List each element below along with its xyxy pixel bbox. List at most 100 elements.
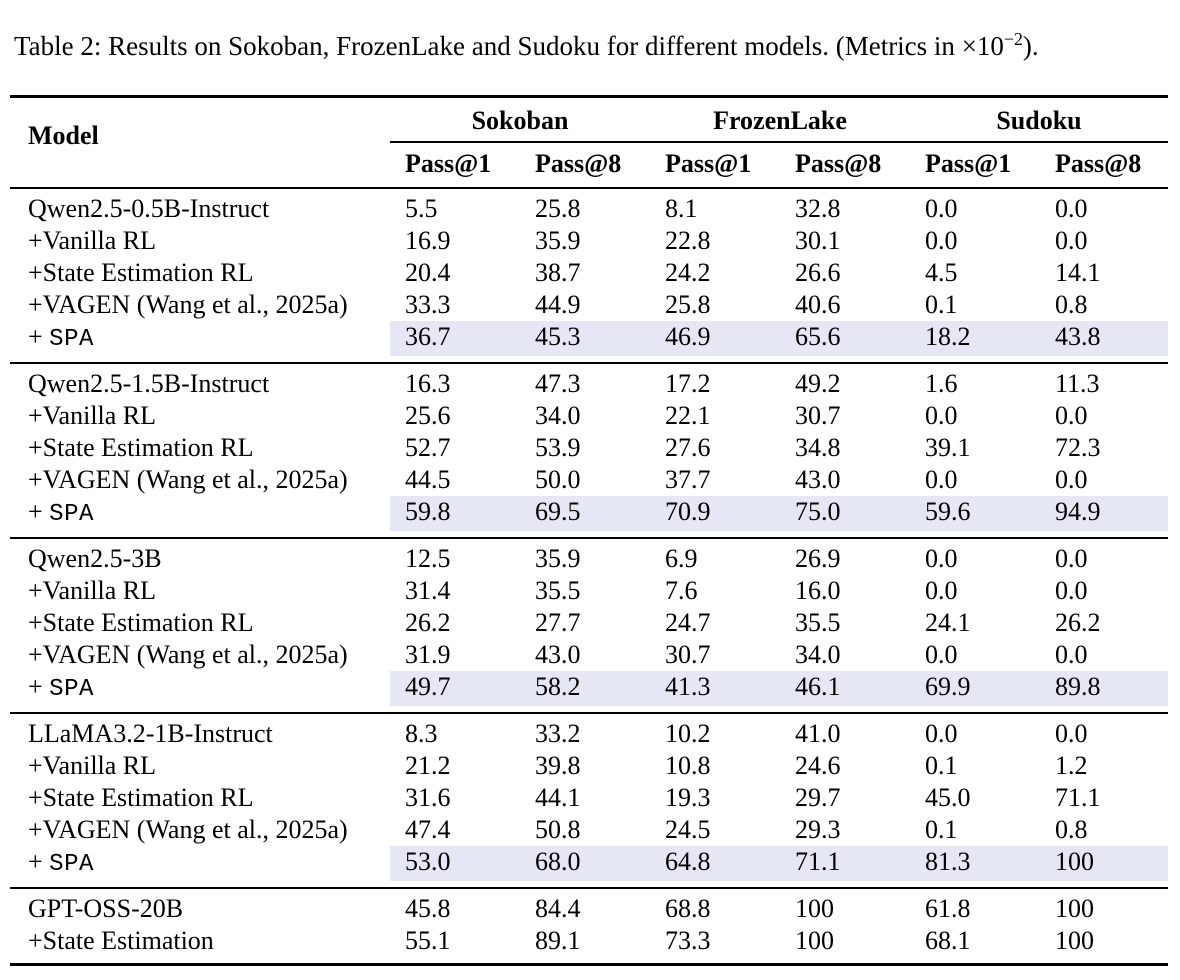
value-cell: 27.6 xyxy=(665,432,711,462)
results-table: Model Sokoban FrozenLake Sudoku Pass@1 P… xyxy=(10,94,1168,966)
value-cell: 33.2 xyxy=(520,711,650,750)
model-cell: + SPA xyxy=(10,846,390,888)
value-cell: 10.2 xyxy=(650,711,780,750)
value-cell: 19.3 xyxy=(665,782,711,812)
table-row: +State Estimation RL 31.6 44.1 19.3 29.7 45.0… xyxy=(10,782,1168,814)
value-cell: 0.1 xyxy=(925,289,958,319)
value-cell: 30.7 xyxy=(665,639,711,669)
table-row: +Vanilla RL 16.9 35.9 22.8 30.1 0.0 0.0 xyxy=(10,225,1168,257)
value-cell: 45.0 xyxy=(925,782,971,812)
value-cell: 44.9 xyxy=(535,289,581,319)
value-cell: 0.0 xyxy=(925,225,958,255)
value-cell: 31.6 xyxy=(405,782,451,812)
value-cell: 0.0 xyxy=(1040,711,1168,750)
value-cell: 52.7 xyxy=(405,432,451,462)
value-cell: 0.0 xyxy=(925,575,958,605)
caption-suffix: ). xyxy=(1022,31,1039,61)
value-cell: 47.3 xyxy=(520,361,650,400)
value-cell: 40.6 xyxy=(795,289,841,319)
value-cell: 35.5 xyxy=(535,575,581,605)
model-cell: +VAGEN (Wang et al., 2025a) xyxy=(28,814,348,844)
value-cell: 27.7 xyxy=(535,607,581,637)
value-cell: 70.9 xyxy=(650,495,780,538)
model-cell: + SPA xyxy=(10,671,390,713)
model-cell: + SPA xyxy=(10,496,390,538)
value-cell: 49.7 xyxy=(390,670,520,713)
value-cell: 34.8 xyxy=(795,432,841,462)
value-cell: 37.7 xyxy=(665,464,711,494)
model-cell: +VAGEN (Wang et al., 2025a) xyxy=(28,464,348,494)
value-cell: 1.2 xyxy=(1055,750,1088,780)
model-cell: + SPA xyxy=(10,321,390,363)
group-header-sokoban: Sokoban xyxy=(390,96,650,143)
value-cell: 14.1 xyxy=(1055,257,1101,287)
value-cell: 0.1 xyxy=(925,814,958,844)
value-cell: 16.3 xyxy=(390,361,520,400)
table-row: +State Estimation RL 20.4 38.7 24.2 26.6 4.5 1… xyxy=(10,257,1168,289)
value-cell: 94.9 xyxy=(1040,495,1168,538)
model-cell: +Vanilla RL xyxy=(28,225,157,255)
value-cell: 17.2 xyxy=(650,361,780,400)
value-cell: 73.3 xyxy=(665,925,711,955)
value-cell: 44.5 xyxy=(405,464,451,494)
value-cell: 24.7 xyxy=(665,607,711,637)
model-cell: +State Estimation RL xyxy=(28,432,254,462)
value-cell: 24.5 xyxy=(665,814,711,844)
value-cell: 25.6 xyxy=(405,400,451,430)
value-cell: 31.9 xyxy=(405,639,451,669)
value-cell: 22.8 xyxy=(665,225,711,255)
value-cell: 58.2 xyxy=(520,670,650,713)
value-cell: 33.3 xyxy=(405,289,451,319)
method-name-spa: SPA xyxy=(49,325,94,353)
value-cell: 32.8 xyxy=(780,186,910,225)
value-cell: 35.9 xyxy=(520,536,650,575)
model-cell: Qwen2.5-3B xyxy=(10,536,390,575)
table-row: Qwen2.5-3B 12.5 35.9 6.9 26.9 0.0 0.0 xyxy=(10,536,1168,575)
table-row: +VAGEN (Wang et al., 2025a) 31.9 43.0 30.7 3… xyxy=(10,639,1168,671)
value-cell: 38.7 xyxy=(535,257,581,287)
value-cell: 0.0 xyxy=(925,639,958,669)
value-cell: 22.1 xyxy=(665,400,711,430)
value-cell: 39.1 xyxy=(925,432,971,462)
value-cell: 55.1 xyxy=(405,925,451,955)
value-cell: 12.5 xyxy=(390,536,520,575)
value-cell: 71.1 xyxy=(780,845,910,888)
value-cell: 0.0 xyxy=(1055,639,1088,669)
value-cell: 8.3 xyxy=(390,711,520,750)
table-row: +VAGEN (Wang et al., 2025a) 44.5 50.0 37.7 4… xyxy=(10,464,1168,496)
value-cell: 0.0 xyxy=(1055,575,1088,605)
model-cell: +State Estimation xyxy=(28,925,214,955)
value-cell: 44.1 xyxy=(535,782,581,812)
sub-header-pass1-sudoku: Pass@1 xyxy=(910,141,1040,189)
value-cell: 26.6 xyxy=(795,257,841,287)
value-cell: 30.7 xyxy=(795,400,841,430)
caption-text: Table 2: Results on Sokoban, FrozenLake … xyxy=(14,31,962,61)
model-cell: Qwen2.5-0.5B-Instruct xyxy=(10,186,390,225)
value-cell: 0.0 xyxy=(1055,225,1088,255)
method-name-spa: SPA xyxy=(49,850,94,878)
value-cell: 41.3 xyxy=(650,670,780,713)
table-row: +VAGEN (Wang et al., 2025a) 47.4 50.8 24.5 2… xyxy=(10,814,1168,846)
model-cell: GPT-OSS-20B xyxy=(10,886,390,925)
value-cell: 34.0 xyxy=(795,639,841,669)
table-row: Qwen2.5-0.5B-Instruct 5.5 25.8 8.1 32.8 0.0 0.… xyxy=(10,186,1168,225)
value-cell: 35.5 xyxy=(795,607,841,637)
value-cell: 4.5 xyxy=(925,257,958,287)
model-label-prefix: + xyxy=(28,846,50,876)
table-row: + SPA 36.7 45.3 46.9 65.6 18.2 43.8 xyxy=(10,320,1168,363)
value-cell: 8.1 xyxy=(650,186,780,225)
sub-header-pass1-sokoban: Pass@1 xyxy=(390,141,520,189)
table-row: Qwen2.5-1.5B-Instruct 16.3 47.3 17.2 49.2 1.6… xyxy=(10,361,1168,400)
value-cell: 68.1 xyxy=(925,925,971,955)
table-row: GPT-OSS-20B 45.8 84.4 68.8 100 61.8 100 xyxy=(10,886,1168,925)
value-cell: 0.1 xyxy=(925,750,958,780)
value-cell: 0.0 xyxy=(1040,186,1168,225)
value-cell: 71.1 xyxy=(1055,782,1101,812)
value-cell: 75.0 xyxy=(780,495,910,538)
value-cell: 21.2 xyxy=(405,750,451,780)
sub-header-pass8-frozenlake: Pass@8 xyxy=(780,141,910,189)
value-cell: 25.8 xyxy=(520,186,650,225)
header-row-metrics: Pass@1 Pass@8 Pass@1 Pass@8 Pass@1 Pass@… xyxy=(10,141,1168,189)
model-cell: LLaMA3.2-1B-Instruct xyxy=(10,711,390,750)
